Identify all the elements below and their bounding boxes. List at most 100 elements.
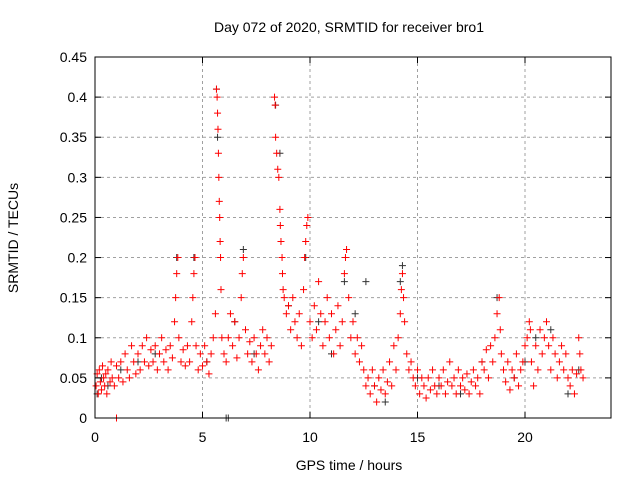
y-tick-label: 0.4 (68, 89, 88, 105)
data-point (562, 350, 570, 358)
data-point (173, 270, 181, 278)
data-point (174, 254, 182, 262)
data-point (248, 358, 256, 366)
data-point (534, 366, 542, 374)
data-point (212, 85, 220, 93)
data-point (271, 93, 279, 101)
y-tick-label: 0.45 (60, 49, 87, 65)
data-point (555, 358, 563, 366)
data-point (151, 342, 159, 350)
data-point (218, 334, 226, 342)
data-point (459, 374, 467, 382)
data-point (149, 358, 157, 366)
series-black (93, 85, 583, 422)
data-point (450, 374, 458, 382)
data-point (424, 374, 432, 382)
data-point (573, 370, 581, 378)
data-point (448, 382, 456, 390)
data-point (128, 342, 136, 350)
data-point (394, 334, 402, 342)
data-point (383, 378, 391, 386)
data-point (519, 358, 527, 366)
data-point (545, 342, 553, 350)
data-point (115, 374, 123, 382)
data-point (104, 366, 112, 374)
data-point (216, 213, 224, 221)
data-point (435, 374, 443, 382)
data-point (95, 366, 103, 374)
data-point (189, 294, 197, 302)
data-point (188, 318, 196, 326)
data-point (463, 370, 471, 378)
data-point (566, 382, 574, 390)
data-point (203, 358, 211, 366)
data-point (401, 318, 409, 326)
data-point (527, 358, 535, 366)
data-point (239, 254, 247, 262)
data-point (303, 221, 311, 229)
data-point (145, 362, 153, 370)
data-point (558, 342, 566, 350)
data-point (211, 310, 219, 318)
data-point (336, 342, 344, 350)
data-point (536, 326, 544, 334)
data-point (171, 318, 179, 326)
data-point (113, 362, 120, 370)
data-point (117, 366, 125, 374)
data-point (214, 125, 222, 133)
plot-border (94, 56, 612, 419)
data-point (381, 390, 389, 398)
data-point (480, 366, 488, 374)
data-point (347, 334, 355, 342)
data-point (351, 310, 359, 318)
data-point (102, 370, 110, 378)
data-point (273, 149, 281, 157)
data-point (495, 294, 503, 302)
data-point (199, 362, 206, 370)
data-point (388, 382, 396, 390)
data-point (110, 382, 118, 390)
data-point (237, 294, 245, 302)
data-point (465, 390, 473, 398)
data-point (315, 318, 323, 326)
data-point (160, 358, 168, 366)
data-point (278, 254, 286, 262)
data-point (431, 382, 439, 390)
data-point (396, 310, 404, 318)
data-point (125, 374, 133, 382)
data-point (512, 350, 520, 358)
data-point (119, 378, 127, 386)
data-point (364, 374, 372, 382)
data-point (469, 366, 477, 374)
data-point (214, 109, 222, 117)
data-point (99, 362, 107, 370)
data-point (564, 374, 572, 382)
data-point (441, 390, 449, 398)
data-point (300, 286, 308, 294)
data-point (121, 350, 129, 358)
data-point (257, 342, 265, 350)
data-point (325, 334, 333, 342)
data-point (553, 374, 561, 382)
data-point (375, 374, 383, 382)
data-point (207, 350, 215, 358)
data-point (287, 326, 295, 334)
data-point (156, 350, 163, 358)
data-point (568, 366, 576, 374)
data-point (252, 350, 260, 358)
data-point (224, 334, 232, 342)
y-tick-label: 0 (79, 410, 87, 426)
data-point (233, 354, 241, 362)
data-point (222, 358, 230, 366)
data-point (523, 334, 531, 342)
data-point (467, 378, 475, 386)
data-point (338, 318, 346, 326)
chart-title: Day 072 of 2020, SRMTID for receiver bro… (214, 19, 484, 35)
data-point (277, 238, 285, 246)
data-point (362, 382, 370, 390)
data-point (439, 366, 447, 374)
data-point (358, 342, 366, 350)
data-point (386, 358, 394, 366)
data-point (192, 342, 200, 350)
data-point (526, 326, 534, 334)
